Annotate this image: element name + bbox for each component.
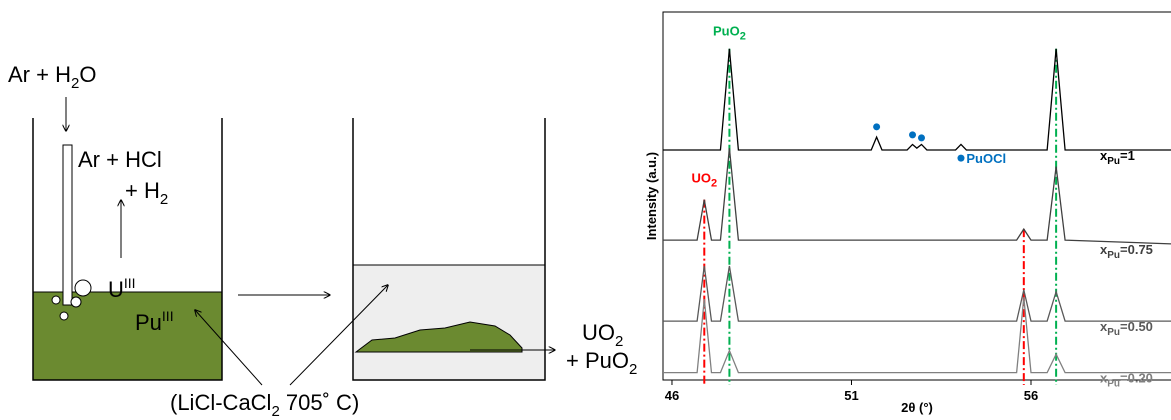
- annotation: PuOCl: [966, 151, 1006, 166]
- annotation-part: PuO: [713, 23, 740, 38]
- label: (LiCl-CaCl2 705˚ C): [170, 390, 359, 420]
- tube: [62, 144, 73, 306]
- legend-label: xPu=1: [1100, 148, 1135, 167]
- legend-label-part: Pu: [1107, 379, 1120, 390]
- marker: [917, 134, 925, 142]
- legend-label-part: =1: [1120, 148, 1135, 163]
- legend-label-part: =0.20: [1120, 371, 1153, 386]
- label: PuIII: [135, 308, 174, 335]
- marker: [873, 123, 881, 131]
- diagram: Ar + H2O Ar + HCl + H2 UIII PuIII UO2 + …: [8, 62, 637, 420]
- legend-label-part: Pu: [1107, 250, 1120, 261]
- legend-label-part: x: [1100, 319, 1108, 334]
- legend-label: xPu=0.20: [1100, 371, 1153, 390]
- annotation-part: UO: [691, 171, 711, 186]
- legend-label-part: x: [1100, 371, 1108, 386]
- series-line: [663, 265, 1171, 322]
- label: UIII: [108, 275, 136, 302]
- label: + PuO2: [566, 348, 637, 378]
- label: Ar + HCl: [78, 147, 162, 172]
- annotation-part: PuOCl: [966, 151, 1006, 166]
- x-tick-label: 51: [844, 388, 858, 403]
- bubble: [51, 295, 61, 305]
- annotation: UO2: [691, 171, 717, 190]
- series-line: [663, 148, 1171, 245]
- annotation-part: 2: [740, 30, 746, 42]
- series-line: [663, 297, 1171, 374]
- y-axis-label: Intensity (a.u.): [644, 152, 659, 240]
- series-line: [663, 48, 1171, 151]
- melt: [32, 291, 223, 381]
- annotation-part: 2: [711, 178, 717, 190]
- legend-label-part: =0.75: [1120, 242, 1153, 257]
- beaker: [352, 118, 546, 381]
- legend-label-part: x: [1100, 242, 1108, 257]
- legend-label: xPu=0.50: [1100, 319, 1153, 338]
- bubble: [70, 296, 82, 308]
- legend-label: xPu=0.75: [1100, 242, 1153, 261]
- bubble: [59, 311, 69, 321]
- legend-label-part: =0.50: [1120, 319, 1153, 334]
- label: + H2: [125, 178, 168, 208]
- legend-label-part: x: [1100, 148, 1108, 163]
- legend-label-part: Pu: [1107, 327, 1120, 338]
- xrd-chart: 2θ (°) Intensity (a.u.) 46 51 56xPu=1xPu=0…: [644, 11, 1171, 415]
- marker: [909, 131, 917, 139]
- bubble: [74, 279, 92, 297]
- label: UO2: [582, 320, 623, 350]
- melt: [352, 264, 546, 381]
- annotation: PuO2: [713, 23, 746, 42]
- arrow: [289, 285, 388, 386]
- beaker: [32, 118, 223, 381]
- x-axis-label: 2θ (°): [901, 400, 933, 415]
- x-tick-label: 56: [1024, 388, 1038, 403]
- plot-frame: [662, 11, 1171, 381]
- legend-label-part: Pu: [1107, 156, 1120, 167]
- marker: [957, 154, 965, 162]
- x-tick-label: 46: [665, 388, 679, 403]
- deposit: [354, 321, 523, 353]
- label: Ar + H2O: [8, 62, 96, 92]
- arrow: [195, 310, 263, 386]
